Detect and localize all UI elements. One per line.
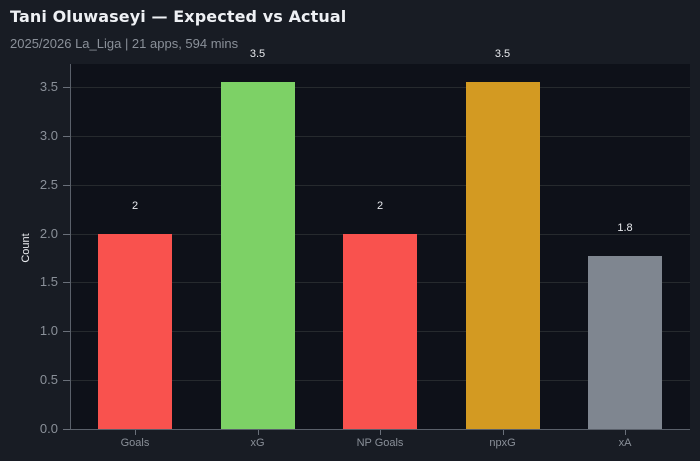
- y-tick-label: 2.5: [39, 177, 58, 192]
- x-tick: [380, 430, 381, 435]
- y-tick-label: 0.0: [39, 421, 58, 436]
- x-tick-label: xA: [618, 437, 632, 449]
- chart-title: Tani Oluwaseyi — Expected vs Actual: [10, 7, 347, 26]
- gridline: [70, 136, 690, 137]
- bar-value-label: 3.5: [494, 48, 511, 61]
- bar-value-label: 1.8: [617, 222, 633, 235]
- x-tick-label: NP Goals: [356, 437, 404, 449]
- chart-subtitle: 2025/2026 La_Liga | 21 apps, 594 mins: [10, 36, 239, 51]
- bar-xa: [588, 256, 662, 429]
- y-tick: [63, 185, 70, 186]
- y-tick-label: 1.5: [39, 274, 58, 289]
- y-tick-label: 3.5: [39, 79, 58, 94]
- x-axis-line: [70, 429, 690, 430]
- y-tick: [63, 234, 70, 235]
- bar-xg: [220, 82, 295, 429]
- x-tick: [503, 430, 504, 435]
- y-tick: [63, 331, 70, 332]
- y-tick: [63, 429, 70, 430]
- gridline: [70, 185, 690, 186]
- y-tick: [63, 282, 70, 283]
- x-tick-label: npxG: [489, 437, 516, 449]
- x-tick-label: Goals: [120, 437, 150, 449]
- gridline: [70, 87, 690, 88]
- bar-value-label: 3.5: [249, 48, 266, 61]
- x-tick: [135, 430, 136, 435]
- x-tick: [625, 430, 626, 435]
- x-tick: [258, 430, 259, 435]
- x-tick-label: xG: [250, 437, 265, 449]
- bar-value-label: 2: [131, 199, 139, 212]
- bar-np-goals: [343, 233, 417, 429]
- y-tick-label: 1.0: [39, 323, 58, 338]
- y-tick: [63, 136, 70, 137]
- bar-goals: [98, 233, 172, 429]
- y-tick: [63, 380, 70, 381]
- bar-value-label: 2: [376, 199, 384, 212]
- y-tick-label: 3.0: [39, 128, 58, 143]
- y-axis-line: [70, 64, 71, 429]
- y-tick-label: 0.5: [39, 372, 58, 387]
- y-tick-label: 2.0: [39, 226, 58, 241]
- bar-npxg: [465, 82, 540, 429]
- y-tick: [63, 87, 70, 88]
